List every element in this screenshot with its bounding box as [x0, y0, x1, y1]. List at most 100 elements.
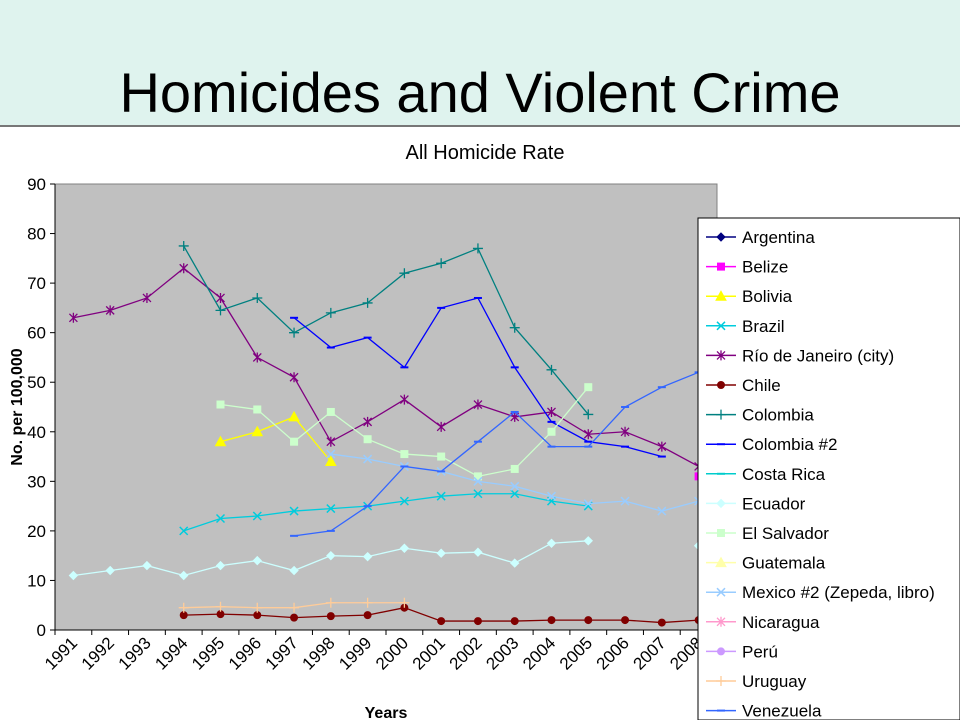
data-point [362, 597, 373, 608]
data-point [251, 425, 264, 437]
data-point [620, 426, 630, 437]
legend-entry: Guatemala [706, 554, 826, 573]
x-tick-label: 1993 [115, 633, 155, 673]
data-point [657, 441, 667, 452]
data-point [289, 565, 299, 576]
data-point [289, 602, 300, 613]
legend-entry: Nicaragua [706, 613, 820, 632]
slide-title: Homicides and Violent Crime [119, 61, 841, 124]
data-point [142, 560, 152, 571]
data-point [363, 435, 372, 444]
x-tick-label: 1995 [188, 633, 228, 673]
data-point [510, 558, 520, 568]
data-point [105, 305, 115, 316]
legend-entry: Colombia #2 [706, 435, 837, 454]
data-point [325, 307, 336, 318]
y-tick-label: 40 [27, 423, 46, 442]
data-point [510, 481, 520, 491]
legend-label: Colombia [742, 406, 814, 425]
series-group [178, 240, 594, 420]
series-line [183, 493, 589, 532]
legend-marker [716, 409, 726, 420]
data-point [657, 618, 666, 627]
data-point [178, 240, 189, 251]
series-line [73, 267, 699, 468]
data-point [142, 292, 152, 303]
series-group [290, 296, 666, 458]
data-point [473, 617, 482, 626]
legend: Argentina Belize Bolivia Brazil Río de Janei… [706, 228, 935, 720]
data-point [363, 416, 373, 427]
x-tick-label: 2005 [556, 633, 596, 673]
legend-entry: Costa Rica [706, 465, 826, 484]
data-point [290, 437, 299, 446]
x-axis: 1991199219931994199519961997199819992000… [41, 629, 718, 674]
series-line [220, 416, 332, 462]
legend-label: Nicaragua [742, 613, 820, 632]
data-point [252, 352, 262, 363]
data-point [179, 526, 189, 536]
legend-marker [717, 647, 725, 656]
chart-title: All Homicide Rate [406, 142, 565, 164]
legend-label: Colombia #2 [742, 435, 837, 454]
data-point [399, 394, 409, 405]
legend-label: Río de Janeiro (city) [742, 346, 894, 365]
data-point [510, 617, 519, 626]
x-tick-label: 1996 [225, 633, 265, 673]
series-layer [68, 240, 704, 627]
x-tick-label: 1998 [298, 633, 338, 673]
legend-entry: Perú [706, 642, 778, 661]
x-tick-label: 1997 [262, 633, 302, 673]
data-point [473, 399, 483, 410]
data-point [324, 455, 337, 467]
data-point [436, 421, 446, 432]
legend-entry: Ecuador [706, 494, 806, 513]
data-point [473, 472, 482, 481]
x-tick-label: 2003 [482, 633, 522, 673]
legend-label: Costa Rica [742, 465, 826, 484]
data-point [289, 327, 300, 338]
data-point [473, 547, 483, 557]
data-point [326, 436, 336, 447]
data-point [437, 452, 446, 461]
data-point [68, 570, 79, 581]
data-point [288, 410, 300, 422]
legend-entry: Belize [706, 258, 788, 277]
legend-marker [716, 587, 726, 597]
legend-label: Mexico #2 (Zepeda, libro) [742, 583, 935, 602]
data-point [216, 292, 225, 303]
data-point [473, 489, 483, 499]
data-point [326, 550, 336, 561]
data-point [583, 499, 593, 509]
data-point [362, 551, 373, 562]
data-point [583, 429, 593, 440]
y-tick-label: 80 [27, 225, 46, 244]
data-point [289, 506, 299, 516]
series-line [183, 245, 589, 415]
x-tick-label: 1991 [41, 633, 81, 673]
y-tick-label: 70 [27, 274, 46, 293]
data-point [178, 602, 189, 613]
legend-entry: Río de Janeiro (city) [706, 346, 894, 365]
data-point [620, 496, 630, 506]
legend-marker [716, 232, 726, 242]
y-axis: 0 10 20 30 40 50 60 70 80 90 [27, 175, 56, 640]
x-tick-label: 2002 [446, 633, 486, 673]
y-axis-label: No. per 100,000 [9, 348, 26, 466]
series-group [68, 263, 704, 472]
legend-marker [715, 556, 727, 568]
data-point [326, 612, 335, 621]
legend-marker [716, 350, 726, 361]
x-tick-label: 2004 [519, 633, 559, 673]
y-tick-label: 0 [37, 621, 46, 640]
legend-label: Ecuador [742, 494, 806, 513]
data-point [583, 536, 593, 546]
legend-label: Perú [742, 642, 778, 661]
data-point [437, 617, 446, 626]
x-axis-label: Years [365, 705, 408, 720]
data-point [436, 491, 446, 501]
x-tick-label: 1992 [78, 633, 118, 673]
data-point [472, 243, 483, 254]
series-group [216, 383, 593, 481]
data-point [584, 616, 593, 625]
